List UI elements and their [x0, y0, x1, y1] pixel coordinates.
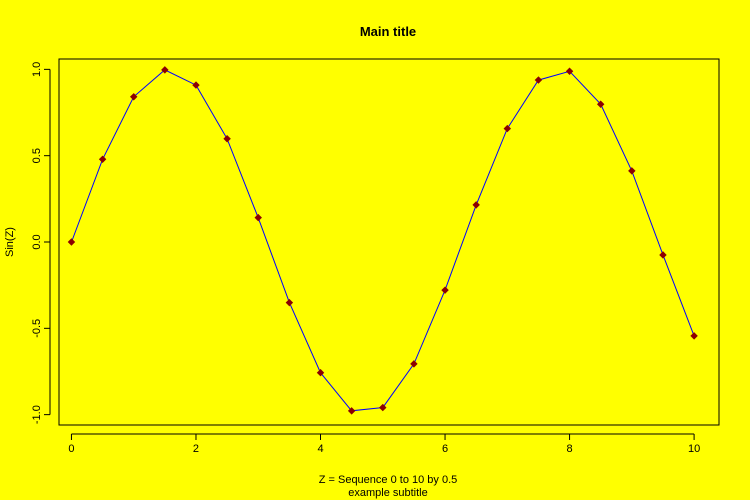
chart-title: Main title: [360, 24, 416, 39]
data-point: [659, 251, 667, 259]
data-markers: [67, 66, 698, 415]
x-axis-label: Z = Sequence 0 to 10 by 0.5: [319, 474, 458, 486]
x-tick-label: 10: [688, 443, 700, 455]
y-tick-label: -0.5: [31, 319, 43, 338]
data-point: [472, 201, 480, 209]
data-point: [410, 360, 418, 368]
y-tick-label: 0.5: [31, 148, 43, 163]
data-point: [129, 93, 138, 101]
y-tick-label: 0.0: [31, 234, 43, 249]
data-point: [285, 298, 294, 307]
y-axis: -1.0 -0.5 0.0 0.5 1.0: [31, 62, 51, 424]
data-point: [628, 167, 636, 175]
x-axis: 0 2 4 6 8 10: [68, 433, 700, 455]
data-point: [161, 66, 169, 74]
x-tick-label: 8: [567, 443, 573, 455]
data-point: [254, 213, 262, 222]
data-point: [596, 100, 605, 108]
data-point: [347, 407, 356, 415]
data-point: [503, 124, 512, 133]
y-tick-label: 1.0: [31, 62, 43, 77]
data-point: [441, 286, 449, 294]
data-point: [316, 368, 325, 377]
y-tick-label: -1.0: [31, 405, 43, 424]
data-point: [67, 238, 76, 246]
data-point: [534, 76, 543, 84]
y-axis-label: Sin(Z): [4, 227, 16, 257]
x-tick-label: 6: [442, 443, 448, 455]
data-point: [192, 81, 200, 89]
plot-frame: [58, 58, 720, 426]
data-point: [565, 67, 574, 75]
data-point: [223, 135, 231, 143]
data-point: [98, 155, 107, 164]
chart-subtitle: example subtitle: [348, 487, 428, 499]
x-tick-label: 4: [317, 443, 323, 455]
data-point: [690, 332, 698, 340]
data-point: [379, 403, 387, 412]
x-tick-label: 0: [68, 443, 74, 455]
x-tick-label: 2: [193, 443, 199, 455]
